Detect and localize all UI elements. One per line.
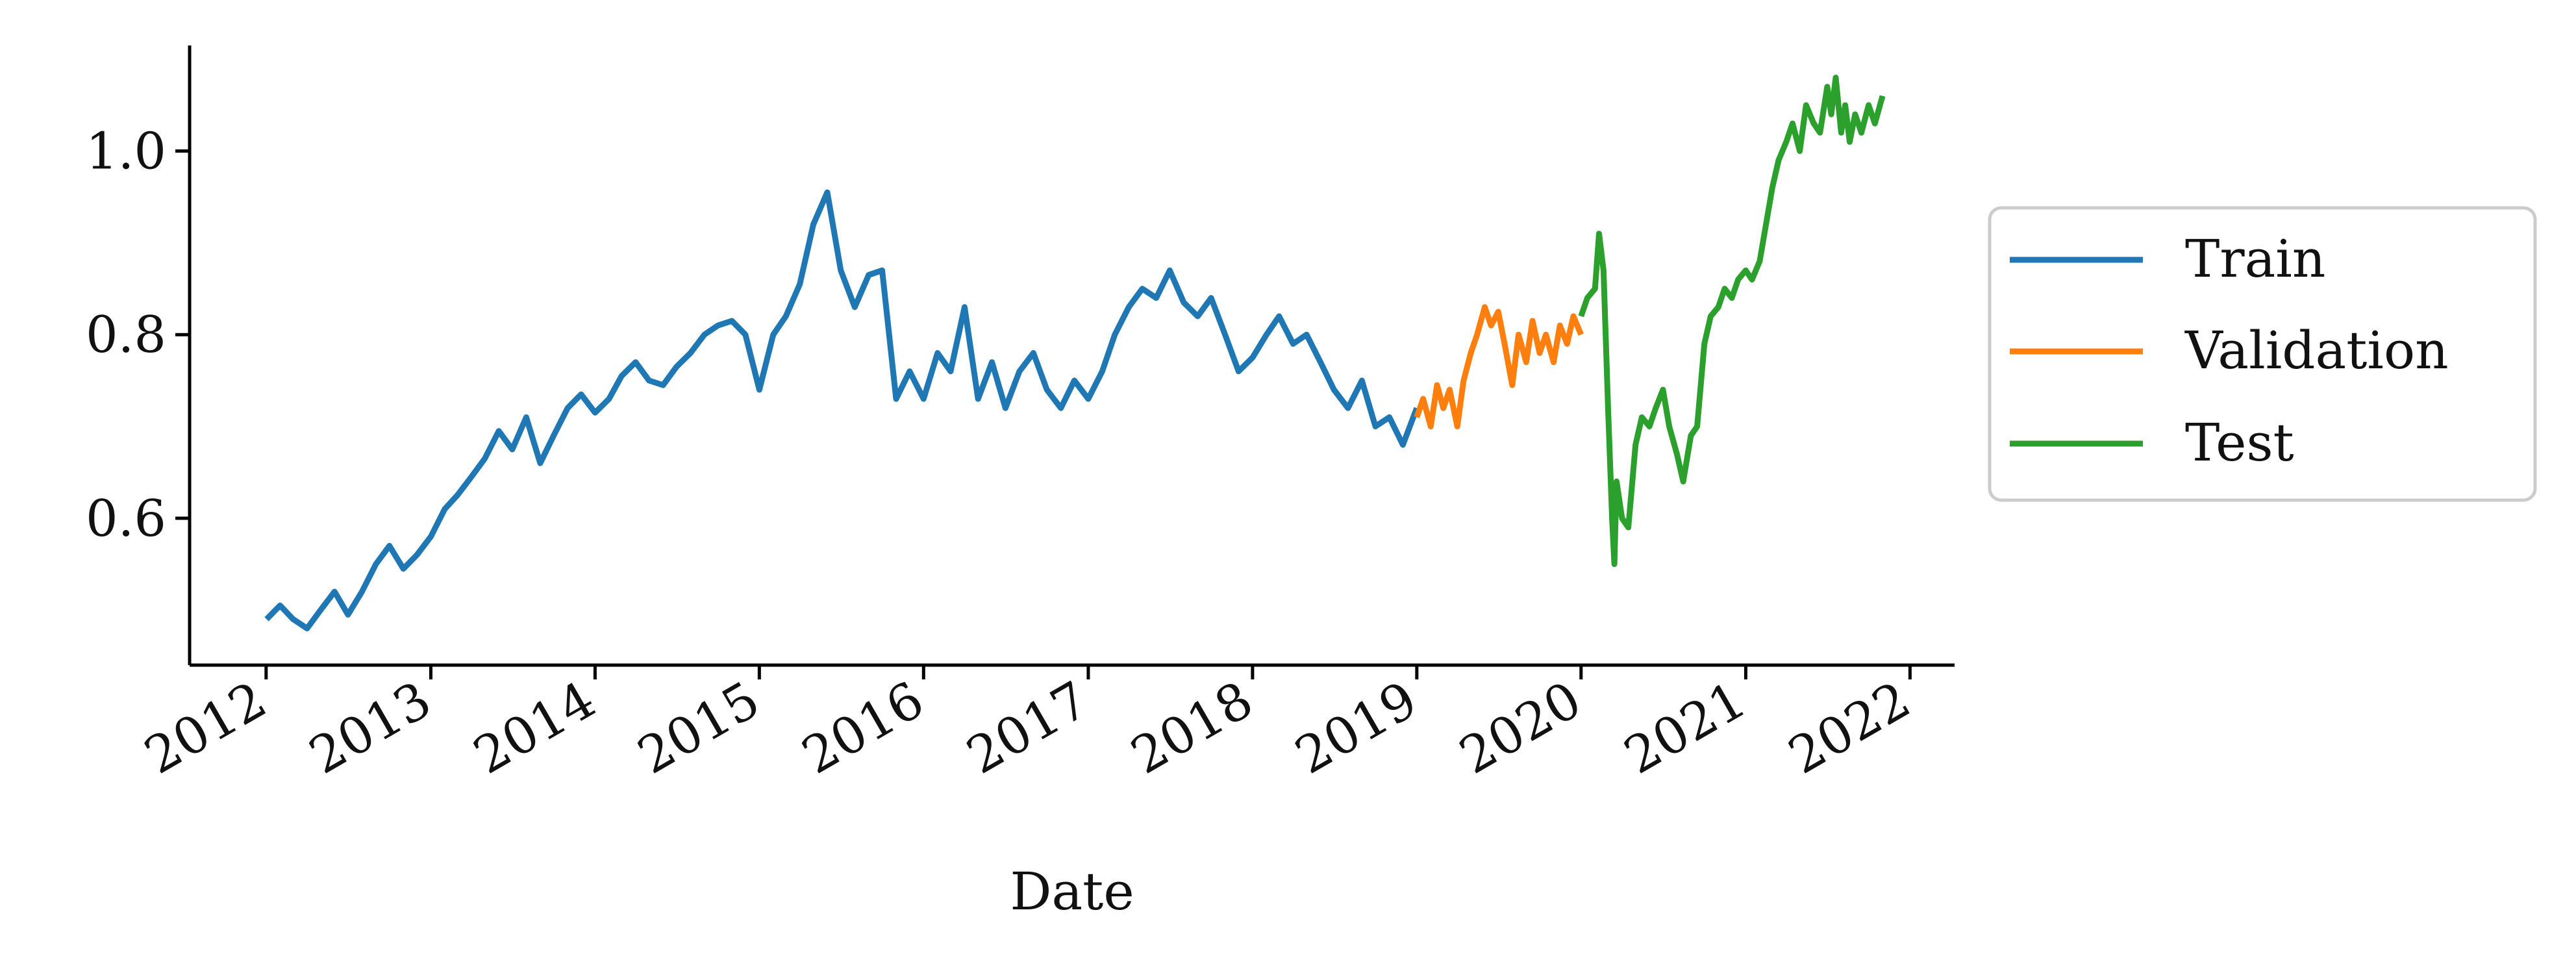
- legend-label-train: Train: [2185, 229, 2325, 289]
- legend-label-test: Test: [2185, 412, 2294, 473]
- x-tick-label: 2014: [464, 671, 605, 786]
- y-tick-label: 1.0: [86, 123, 166, 181]
- series-line-validation: [1414, 304, 1584, 429]
- series-line-train: [264, 189, 1420, 631]
- legend-label-validation: Validation: [2184, 320, 2449, 381]
- legend-box: [1988, 206, 2537, 502]
- x-axis-label: Date: [1010, 861, 1134, 922]
- x-tick-label: 2013: [300, 671, 441, 786]
- y-tick-label: 0.8: [86, 306, 166, 364]
- series-line-test: [1578, 75, 1886, 567]
- x-tick-label: 2015: [629, 671, 769, 786]
- series-layer: [264, 75, 1886, 631]
- ticks: 2012 2013 2014 2015 2016 2017 2018 2019 2020 2021…: [86, 123, 1920, 786]
- x-tick-label: 2021: [1615, 671, 1756, 786]
- x-tick-label: 2019: [1286, 671, 1427, 786]
- x-tick-label: 2012: [135, 671, 276, 786]
- x-tick-label: 2022: [1779, 671, 1920, 786]
- x-tick-label: 2018: [1121, 671, 1262, 786]
- x-tick-label: 2020: [1450, 671, 1591, 786]
- y-tick-label: 0.6: [86, 490, 166, 548]
- x-tick-label: 2016: [793, 671, 934, 786]
- legend: Train Validation Test: [1988, 206, 2537, 502]
- x-tick-label: 2017: [958, 671, 1099, 786]
- axes: [188, 45, 1955, 667]
